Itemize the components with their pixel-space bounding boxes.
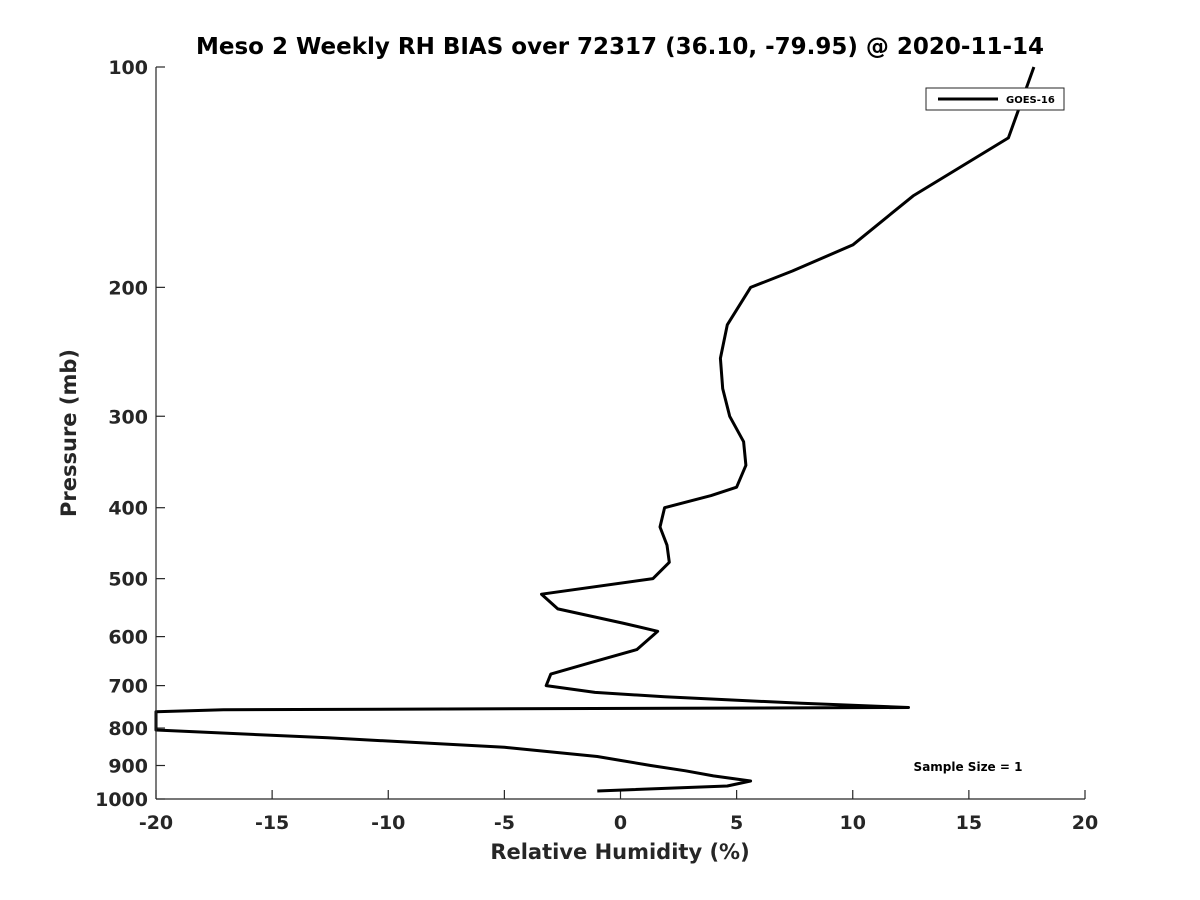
x-tick-label: -20 (139, 812, 173, 834)
y-tick-label: 1000 (95, 789, 148, 811)
x-tick-label: 10 (840, 812, 866, 834)
plot-area (156, 67, 1085, 799)
y-tick-label: 900 (108, 756, 148, 778)
x-tick-label: -5 (494, 812, 515, 834)
x-tick-label: -15 (255, 812, 289, 834)
y-tick-label: 100 (108, 57, 148, 79)
x-axis-label: Relative Humidity (%) (490, 840, 749, 864)
axis-ticks: -20 -15 -10 -5 0 5 10 15 20 100 200 300 400 500 600 700… (95, 57, 1098, 834)
chart-title: Meso 2 Weekly RH BIAS over 72317 (36.10,… (196, 34, 1044, 60)
sample-size-annotation: Sample Size = 1 (914, 760, 1023, 774)
y-tick-label: 600 (108, 627, 148, 649)
y-axis-label: Pressure (mb) (57, 349, 81, 517)
x-tick-label: 20 (1072, 812, 1098, 834)
legend-label-goes-16: GOES-16 (1006, 95, 1055, 106)
y-tick-label: 500 (108, 569, 148, 591)
x-tick-label: 15 (956, 812, 982, 834)
x-tick-label: 0 (614, 812, 627, 834)
y-tick-label: 700 (108, 676, 148, 698)
x-tick-label: 5 (730, 812, 743, 834)
series-line-goes-16 (154, 66, 1036, 793)
x-tick-label: -10 (371, 812, 405, 834)
legend: GOES-16 (925, 87, 1065, 111)
y-tick-label: 200 (108, 277, 148, 299)
y-tick-label: 300 (108, 406, 148, 428)
y-tick-label: 400 (108, 498, 148, 520)
y-tick-label: 800 (108, 718, 148, 740)
